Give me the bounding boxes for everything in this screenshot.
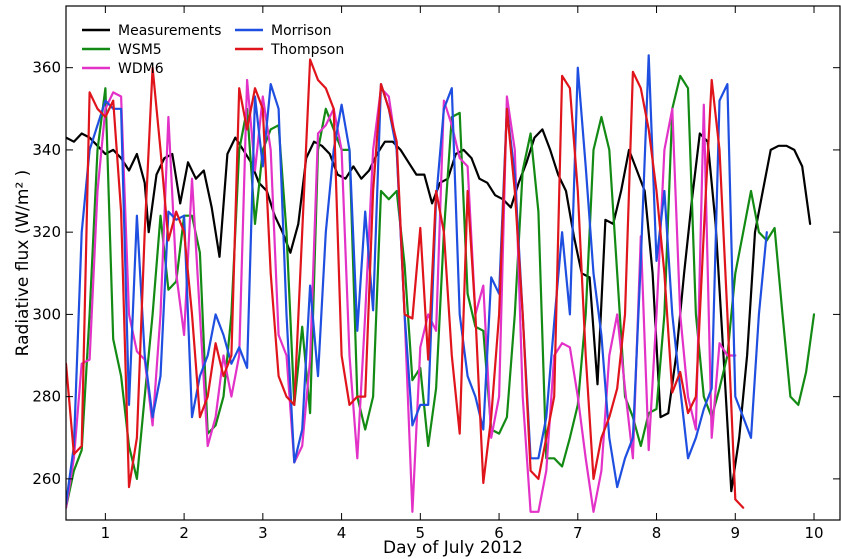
x-axis-label: Day of July 2012 [383,538,523,558]
y-tick-label: 320 [32,223,61,241]
legend: Measurements WSM5 WDM6 Morrison Thompson [82,23,344,77]
y-tick-label: 280 [32,388,61,406]
series-layer [66,54,816,513]
legend-label-thompson: Thompson [270,42,344,58]
x-tick-label: 8 [652,524,662,542]
y-tick-label: 260 [32,470,61,488]
y-axis-label: Radiative flux (W/m² ) [13,170,33,357]
legend-label-wsm5: WSM5 [118,42,162,58]
x-tick-label: 2 [179,524,189,542]
ticks-layer: 1 2 3 4 5 6 7 8 9 10 260 280 300 320 340 360 [32,6,840,542]
x-tick-label: 4 [337,524,347,542]
y-tick-label: 360 [32,59,61,77]
x-tick-label: 10 [804,524,823,542]
x-tick-label: 1 [101,524,111,542]
series-line-thompson [66,58,745,509]
series-line-morrison [66,54,768,505]
y-tick-label: 340 [32,141,61,159]
legend-label-measurements: Measurements [118,23,221,39]
x-tick-label: 9 [731,524,741,542]
x-tick-label: 5 [416,524,426,542]
x-tick-label: 6 [494,524,504,542]
x-tick-label: 3 [258,524,268,542]
x-tick-label: 7 [573,524,583,542]
plot-frame [65,5,841,521]
series-line-wdm6 [66,78,737,513]
legend-label-morrison: Morrison [271,23,332,39]
y-tick-label: 300 [32,305,61,323]
legend-label-wdm6: WDM6 [118,61,164,77]
